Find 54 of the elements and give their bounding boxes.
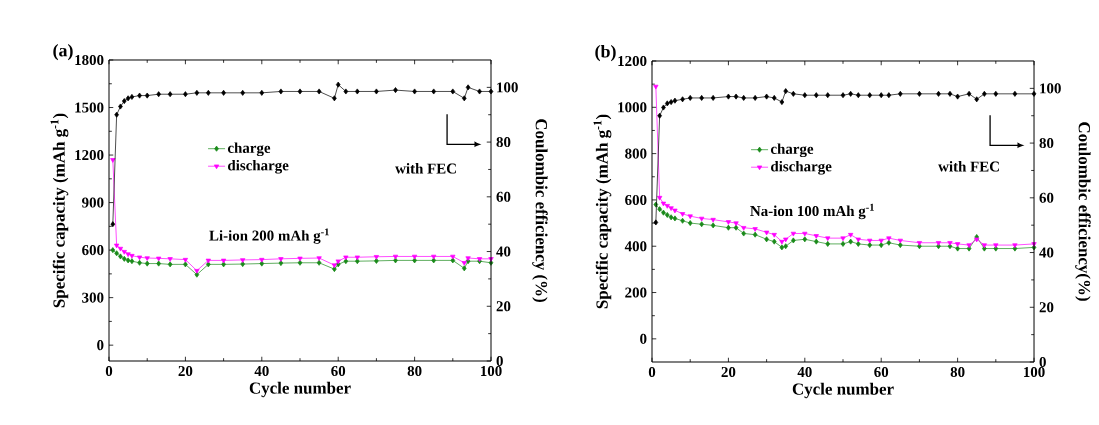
y2-tick-label: 60: [496, 191, 511, 202]
y2-axis-title: Coulombic efficiency (%): [532, 119, 548, 302]
y-tick-label: 800: [625, 148, 647, 159]
x-tick-label: 40: [254, 365, 269, 377]
annotation: Na-ion 100 mAh g$^{-1}$: [750, 203, 874, 220]
annotation: with FEC: [395, 163, 456, 174]
y2-tick-label: 0: [496, 355, 503, 367]
y-axis-title: Specific capacity (mAh g$^{-1}$): [593, 114, 612, 309]
x-tick-label: 100: [481, 365, 502, 377]
x-tick-label: 80: [950, 366, 965, 378]
x-axis-title: Cycle number: [249, 381, 351, 398]
annotation: with FEC: [938, 161, 999, 172]
x-tick-label: 0: [648, 366, 656, 378]
x-tick-label: 40: [797, 366, 812, 378]
y2-axis-title: Coulombic efficiency(%): [1075, 122, 1091, 301]
y2-tick-label: 100: [1040, 83, 1061, 94]
x-tick-label: 0: [105, 365, 113, 377]
y2-tick-label: 40: [1039, 247, 1054, 258]
y2-tick-label: 100: [497, 82, 518, 93]
y2-tick-label: 20: [496, 301, 511, 312]
y-tick-label: 900: [82, 197, 104, 208]
y2-tick-label: 0: [1039, 356, 1046, 368]
annotation: Li-ion 200 mAh g$^{-1}$: [209, 228, 329, 244]
x-tick-label: 60: [874, 366, 889, 378]
y-tick-label: 400: [624, 241, 647, 252]
x-tick-label: 100: [1024, 366, 1045, 378]
y-tick-label: 600: [625, 194, 647, 205]
x-tick-label: 20: [178, 365, 193, 377]
y2-tick-label: 20: [1039, 302, 1054, 313]
y-tick-label: 0: [640, 333, 647, 344]
legend-label: discharge: [228, 159, 289, 174]
y-tick-label: 1500: [75, 102, 104, 113]
y2-tick-label: 60: [1039, 192, 1054, 203]
x-axis-title: Cycle number: [792, 382, 894, 399]
y-axis-title: Specific capacity (mAh g$^{-1}$): [50, 113, 69, 308]
y-tick-label: 0: [97, 340, 104, 351]
y2-tick-label: 80: [496, 137, 511, 148]
y-tick-label: 1200: [618, 55, 647, 67]
y2-tick-label: 40: [496, 246, 511, 257]
legend-label: charge: [770, 143, 814, 158]
chart-title: (b): [595, 44, 616, 62]
y-tick-label: 200: [625, 287, 647, 298]
y-tick-label: 1200: [75, 150, 104, 161]
legend-label: discharge: [771, 160, 832, 175]
y-tick-label: 1000: [618, 102, 647, 113]
chart-title: (a): [53, 43, 73, 61]
y-tick-label: 300: [82, 292, 104, 303]
y2-tick-label: 80: [1039, 138, 1054, 149]
x-tick-label: 80: [407, 365, 422, 377]
legend-label: charge: [227, 142, 271, 157]
x-tick-label: 60: [331, 365, 346, 377]
x-tick-label: 20: [721, 366, 736, 378]
y-tick-label: 600: [82, 245, 104, 256]
y-tick-label: 1800: [75, 54, 104, 66]
